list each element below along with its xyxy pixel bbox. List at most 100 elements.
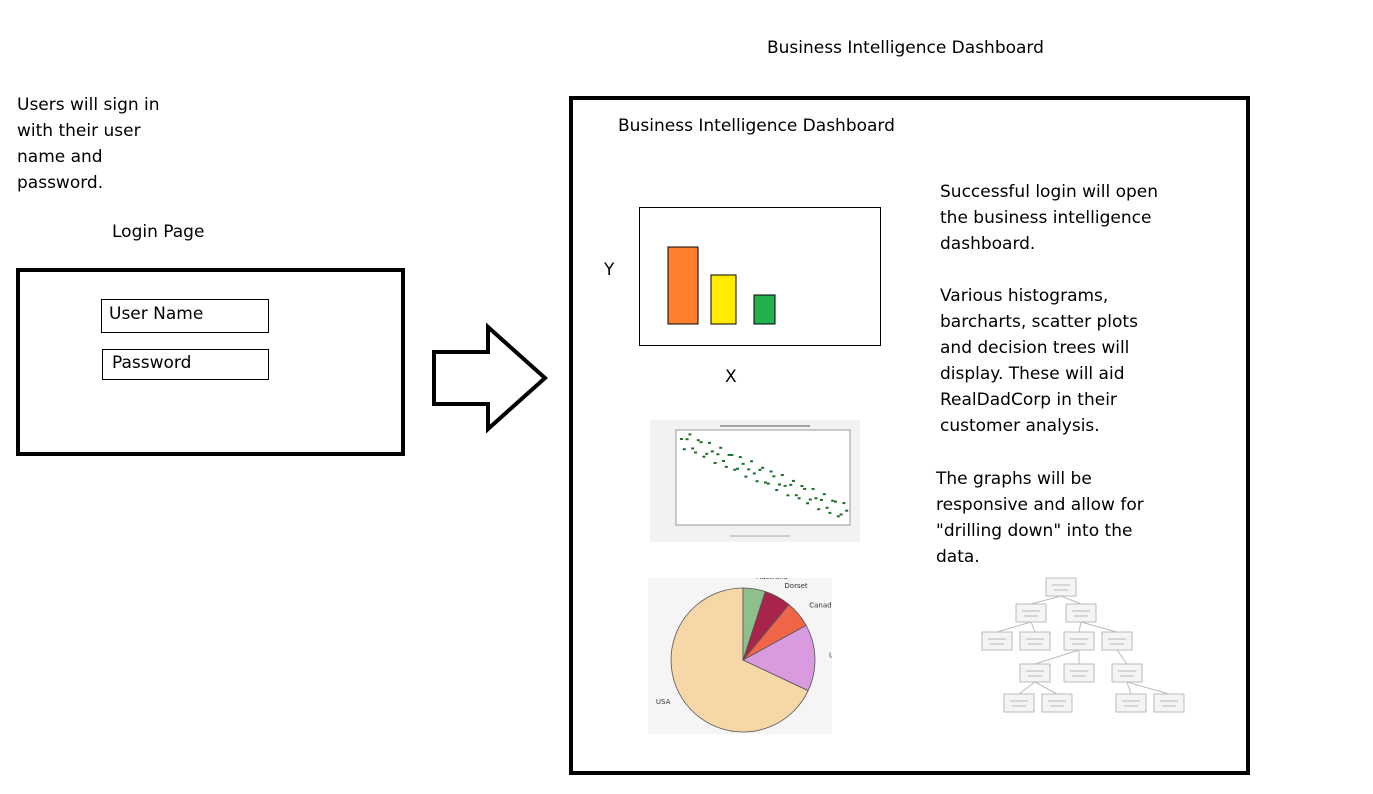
scatter-point [696,439,700,442]
tree-edge [996,621,1032,633]
bar-chart-x-label: X [725,367,737,387]
dashboard-frame [569,96,1250,775]
scatter-point [752,472,756,475]
scatter-point [808,498,812,501]
login-box [16,268,405,456]
tree-edge [1126,681,1132,695]
scatter-point [738,456,742,459]
scatter-point [694,451,697,454]
pie-label: UK [829,651,832,659]
dashboard-title: Business Intelligence Dashboard [618,116,895,136]
tree-node [1063,663,1095,683]
tree-edge [1018,681,1036,695]
scatter-point [789,483,793,486]
scatter-point [722,459,725,462]
bar-3[interactable] [753,294,776,325]
scatter-point [783,484,787,487]
scatter-point [839,513,843,516]
scatter-point [772,475,776,478]
scatter-point [685,438,689,441]
scatter-point [797,497,801,500]
scatter-point [836,515,840,518]
scatter-point [750,460,753,463]
bar-1[interactable] [667,246,699,325]
scatter-point [820,498,823,501]
scatter-point [786,494,790,497]
tree-node [1019,631,1051,651]
page-title: Business Intelligence Dashboard [767,38,1044,58]
scatter-point [682,448,686,451]
scatter-point [803,487,807,490]
tree-edge [1030,595,1062,605]
pie-label: USA [656,698,671,706]
tree-node [1101,631,1133,651]
tree-edge [1126,681,1170,695]
pie-label: Dorset [784,582,808,590]
scatter-point [831,499,835,502]
scatter-point [680,438,683,440]
scatter-point [764,481,767,484]
tree-node [1045,577,1077,597]
pie-slice-usa[interactable] [670,587,809,733]
username-field[interactable]: User Name [101,299,269,333]
scatter-point [727,453,731,456]
login-page-label: Login Page [112,222,205,242]
bar-2[interactable] [710,274,737,325]
tree-node [1041,693,1073,713]
scatter-point [733,468,737,471]
scatter-point [716,453,720,456]
scatter-plot-thumbnail[interactable] [650,420,860,542]
tree-edge [1080,621,1118,633]
scatter-point [719,446,723,449]
scatter-point [744,475,748,478]
tree-edge [1030,621,1036,633]
pie-slice-uk[interactable] [742,624,816,692]
tree-node [1015,603,1047,623]
login-description: Users will sign in with their user name … [17,95,160,193]
scatter-point [769,470,773,473]
scatter-point [834,500,837,503]
tree-node [1063,631,1095,651]
scatter-point [766,482,770,485]
scatter-point [691,447,695,450]
tree-node [1111,663,1143,683]
password-field[interactable]: Password [102,349,269,380]
scatter-point [747,468,751,471]
scatter-point [708,441,711,444]
scatter-point [828,511,832,514]
tree-edge [1116,649,1128,665]
scatter-point [724,465,728,468]
tree-node [1115,693,1147,713]
tree-edge [1034,681,1058,695]
pie-chart-thumbnail[interactable]: USA UK Canada DorsetAustralia [648,578,832,734]
scatter-point [702,455,706,458]
tree-edge [1078,621,1082,633]
scatter-point [736,467,739,470]
scatter-point [730,453,734,456]
decision-tree-thumbnail[interactable] [980,574,1185,716]
scatter-point [755,480,759,483]
scatter-point [845,509,849,512]
dashboard-description-2: Various histograms, barcharts, scatter p… [940,286,1138,436]
pie-label: Canada [809,602,832,610]
scatter-point [688,433,692,436]
tree-node [1019,663,1051,683]
scatter-point [705,452,709,455]
pie-label: Australia [756,578,787,581]
scatter-point [758,468,762,471]
scatter-point [817,508,821,511]
scatter-point [741,462,745,465]
tree-node [1065,603,1097,623]
bar-chart[interactable] [639,207,882,347]
scatter-point [822,493,826,496]
dashboard-description-1: Successful login will open the business … [940,182,1159,254]
scatter-point [794,494,798,497]
scatter-point [780,474,784,477]
flow-arrow-icon [432,322,548,434]
scatter-point [710,450,714,453]
scatter-point [761,466,765,469]
scatter-point [713,461,717,464]
scatter-point [778,483,781,486]
pie-slice-australia[interactable] [742,587,766,661]
scatter-point [800,485,804,488]
